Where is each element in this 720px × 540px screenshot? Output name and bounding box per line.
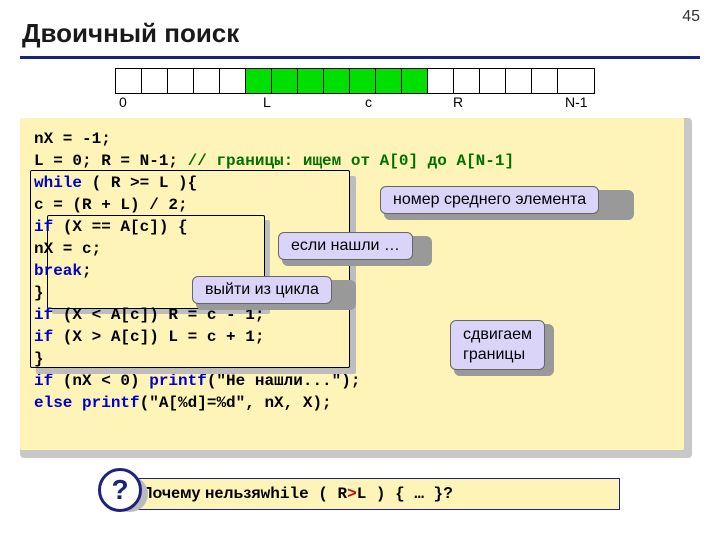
array-cell xyxy=(558,69,584,93)
array-cell xyxy=(402,69,428,93)
code-keyword: printf xyxy=(82,394,140,412)
array-cell xyxy=(350,69,376,93)
array-cell xyxy=(298,69,324,93)
code-line: (X > A[c]) L = c + 1; xyxy=(53,328,264,346)
question-code: L ) { … } xyxy=(357,485,443,503)
code-line: } xyxy=(34,284,44,302)
code-comment: // границы: ищем от A[0] до A[N-1] xyxy=(188,152,514,170)
callout-middle-element: номер среднего элемента xyxy=(380,186,599,214)
code-line: ("Не нашли..."); xyxy=(207,372,361,390)
page-title: Двоичный поиск xyxy=(22,18,239,49)
code-line: nX = c; xyxy=(34,240,101,258)
array-cell xyxy=(116,69,142,93)
array-cell xyxy=(376,69,402,93)
question-code: while ( R xyxy=(261,485,347,503)
page-number: 45 xyxy=(682,8,700,26)
code-block-shadow: nX = -1; L = 0; R = N-1; // границы: ище… xyxy=(20,118,692,458)
code-line: L = 0; R = N-1; xyxy=(34,152,188,170)
question-suffix: ? xyxy=(443,485,453,503)
code-keyword: if xyxy=(34,218,63,236)
label-r: R xyxy=(453,94,463,110)
code-line: ; xyxy=(82,262,92,280)
code-line: ("A[%d]=%d", nX, X); xyxy=(140,394,332,412)
label-n1: N-1 xyxy=(565,94,588,110)
question-prefix: Почему нельзя xyxy=(141,485,261,503)
array-cell xyxy=(142,69,168,93)
code-line: c = (R + L) / 2; xyxy=(34,196,188,214)
code-keyword: break xyxy=(34,262,82,280)
callout-break: выйти из цикла xyxy=(192,276,332,304)
array-cell xyxy=(168,69,194,93)
array-cell xyxy=(194,69,220,93)
code-keyword: if xyxy=(34,328,53,346)
label-l: L xyxy=(263,94,271,110)
code-keyword: while xyxy=(34,174,82,192)
code-keyword: if xyxy=(34,306,53,324)
array-cell xyxy=(428,69,454,93)
array-labels: 0 L c R N-1 xyxy=(115,94,595,112)
array-cell xyxy=(506,69,532,93)
callout-bounds: сдвигаем границы xyxy=(450,320,545,370)
title-underline xyxy=(20,56,700,59)
question-gt: > xyxy=(347,485,357,503)
code-line: nX = -1; xyxy=(34,130,111,148)
callout-line: сдвигаем xyxy=(463,325,532,345)
code-line: (X == A[c]) { xyxy=(63,218,188,236)
question-box: Почему нельзя while ( R > L ) { … } ? xyxy=(130,478,620,510)
array-cells xyxy=(115,68,595,94)
array-cell xyxy=(246,69,272,93)
callout-found: если нашли … xyxy=(278,232,413,260)
label-zero: 0 xyxy=(119,94,127,110)
code-line: (nX < 0) xyxy=(53,372,149,390)
code-keyword: if xyxy=(34,372,53,390)
array-cell xyxy=(220,69,246,93)
array-cell xyxy=(454,69,480,93)
callout-line: границы xyxy=(463,345,532,365)
code-line: ( R >= L ){ xyxy=(82,174,197,192)
code-line: } xyxy=(34,350,44,368)
array-cell xyxy=(480,69,506,93)
array-cell xyxy=(324,69,350,93)
array-cell xyxy=(532,69,558,93)
code-keyword: else xyxy=(34,394,82,412)
array-cell xyxy=(272,69,298,93)
code-keyword: printf xyxy=(149,372,207,390)
array-diagram: 0 L c R N-1 xyxy=(115,68,595,110)
label-c: c xyxy=(365,94,372,110)
question-icon: ? xyxy=(98,468,142,512)
